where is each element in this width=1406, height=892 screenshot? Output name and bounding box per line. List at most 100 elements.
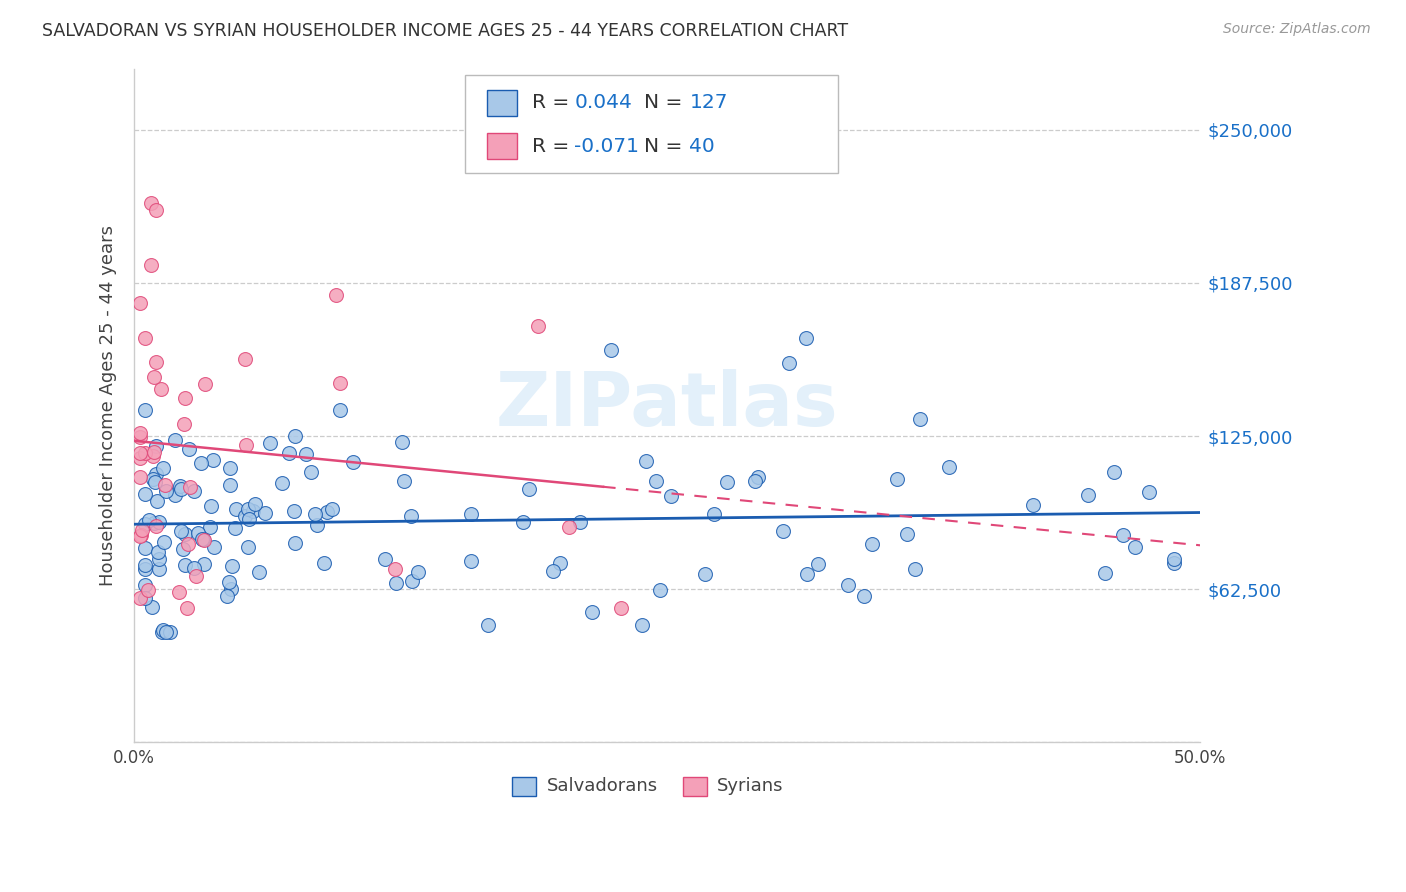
Point: [129, 529, 152, 543]
Point: [202, 540, 225, 554]
Point: [794, 331, 817, 345]
Point: [325, 287, 347, 301]
Text: -0.071: -0.071: [574, 136, 640, 155]
Point: [134, 403, 156, 417]
Point: [183, 484, 205, 499]
Point: [277, 445, 299, 459]
Point: [329, 403, 352, 417]
Point: [155, 625, 177, 640]
Point: [129, 430, 152, 444]
Point: [1112, 527, 1135, 541]
Point: [152, 460, 174, 475]
Point: [152, 624, 174, 638]
Point: [342, 455, 364, 469]
Point: [1163, 556, 1185, 570]
Point: [176, 600, 198, 615]
Point: [853, 589, 876, 603]
Point: [173, 558, 195, 572]
Point: [129, 591, 152, 606]
Point: [314, 556, 336, 570]
Point: [329, 376, 352, 390]
Point: [374, 552, 396, 566]
Point: [235, 437, 257, 451]
Point: [129, 296, 152, 310]
Point: [772, 524, 794, 538]
Point: [143, 445, 166, 459]
Point: [176, 537, 198, 551]
Text: Syrians: Syrians: [717, 777, 783, 796]
Point: [134, 541, 156, 555]
Point: [131, 528, 153, 542]
Point: [190, 456, 212, 470]
Point: [218, 574, 240, 589]
Point: [225, 501, 247, 516]
Point: [910, 412, 932, 426]
Point: [148, 561, 170, 575]
Point: [631, 617, 654, 632]
Point: [155, 484, 177, 499]
Point: [145, 355, 167, 369]
Point: [201, 453, 224, 467]
Point: [219, 460, 242, 475]
Text: ZIPatlas: ZIPatlas: [496, 369, 838, 442]
FancyBboxPatch shape: [683, 777, 707, 796]
Point: [1094, 566, 1116, 580]
Point: [304, 507, 326, 521]
Point: [1123, 541, 1146, 555]
Y-axis label: Householder Income Ages 25 - 44 years: Householder Income Ages 25 - 44 years: [100, 225, 117, 586]
Point: [391, 434, 413, 449]
Point: [153, 478, 176, 492]
Point: [796, 567, 818, 582]
Point: [693, 566, 716, 581]
Text: SALVADORAN VS SYRIAN HOUSEHOLDER INCOME AGES 25 - 44 YEARS CORRELATION CHART: SALVADORAN VS SYRIAN HOUSEHOLDER INCOME …: [42, 22, 848, 40]
Point: [236, 540, 259, 554]
Point: [186, 569, 208, 583]
Point: [145, 519, 167, 533]
Point: [860, 537, 883, 551]
Point: [134, 517, 156, 532]
Point: [139, 258, 162, 272]
Point: [150, 625, 173, 640]
FancyBboxPatch shape: [464, 75, 838, 173]
Point: [837, 577, 859, 591]
Point: [183, 561, 205, 575]
Point: [134, 591, 156, 605]
Point: [394, 474, 416, 488]
Point: [558, 520, 581, 534]
Text: Salvadorans: Salvadorans: [547, 777, 658, 796]
Point: [219, 478, 242, 492]
Point: [165, 487, 187, 501]
Point: [778, 356, 800, 370]
Text: 127: 127: [689, 94, 728, 112]
Point: [283, 504, 305, 518]
Point: [134, 578, 156, 592]
Point: [193, 533, 215, 548]
Point: [198, 519, 221, 533]
Point: [148, 552, 170, 566]
Point: [173, 417, 195, 431]
Point: [131, 524, 153, 538]
Point: [139, 196, 162, 211]
Point: [259, 435, 281, 450]
Point: [307, 517, 329, 532]
Point: [716, 475, 738, 490]
Point: [569, 515, 592, 529]
Point: [145, 440, 167, 454]
Point: [129, 470, 152, 484]
Text: N =: N =: [644, 94, 689, 112]
Point: [938, 460, 960, 475]
Point: [299, 465, 322, 479]
Point: [527, 318, 550, 333]
Point: [167, 585, 190, 599]
Point: [146, 494, 169, 508]
Point: [284, 429, 307, 443]
Point: [541, 564, 564, 578]
Point: [173, 526, 195, 541]
Point: [233, 352, 256, 367]
Point: [807, 558, 830, 572]
Point: [134, 446, 156, 460]
Point: [550, 556, 572, 570]
Point: [145, 203, 167, 218]
Point: [271, 476, 294, 491]
Point: [172, 541, 194, 556]
